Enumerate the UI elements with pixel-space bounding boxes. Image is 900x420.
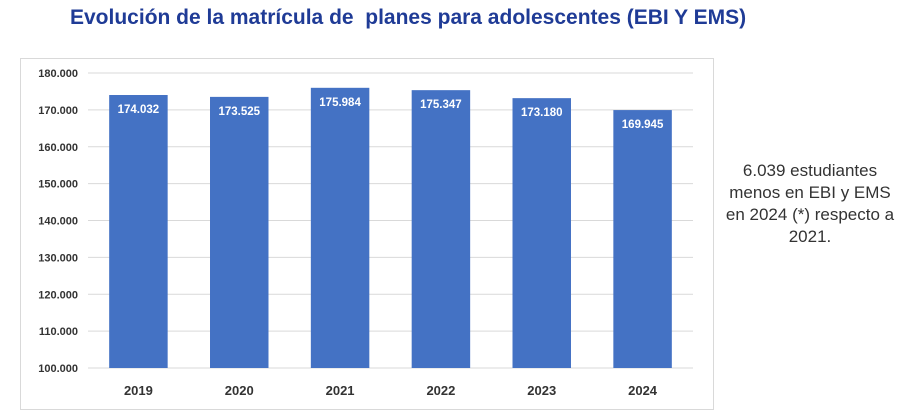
bar-2020 <box>210 96 269 369</box>
y-tick-label: 120.000 <box>38 289 78 301</box>
y-tick-label: 160.000 <box>38 142 78 154</box>
data-label: 174.032 <box>118 104 160 116</box>
y-tick-label: 180.000 <box>38 68 78 80</box>
bar-2021 <box>310 87 370 369</box>
data-label: 173.180 <box>521 107 563 119</box>
y-tick-label: 100.000 <box>38 363 78 375</box>
x-tick-label: 2019 <box>124 383 153 398</box>
bar-2023 <box>512 98 571 369</box>
y-tick-label: 170.000 <box>38 105 78 117</box>
x-tick-label: 2020 <box>225 383 254 398</box>
side-note: 6.039 estudiantes menos en EBI y EMS en … <box>725 161 895 247</box>
data-label: 169.945 <box>622 119 664 131</box>
y-tick-label: 140.000 <box>38 216 78 228</box>
chart-area: 100.000 110.000 120.000 130.000 140.000 150.0… <box>20 58 714 410</box>
data-label: 175.347 <box>420 99 462 111</box>
data-label: 175.984 <box>319 97 361 109</box>
y-tick-label: 150.000 <box>38 179 78 191</box>
x-tick-label: 2022 <box>426 383 455 398</box>
bar-2022 <box>411 90 471 369</box>
bar-2024 <box>613 110 672 368</box>
x-tick-label: 2023 <box>527 383 556 398</box>
x-tick-label: 2021 <box>326 383 355 398</box>
chart-title: Evolución de la matrícula de planes para… <box>70 6 747 29</box>
data-label: 173.525 <box>218 106 260 118</box>
y-tick-label: 130.000 <box>38 252 78 264</box>
x-tick-label: 2024 <box>628 383 658 398</box>
y-tick-label: 110.000 <box>39 326 78 338</box>
bar-2019 <box>109 95 168 368</box>
bar-chart: 100.000 110.000 120.000 130.000 140.000 150.0… <box>38 68 693 398</box>
